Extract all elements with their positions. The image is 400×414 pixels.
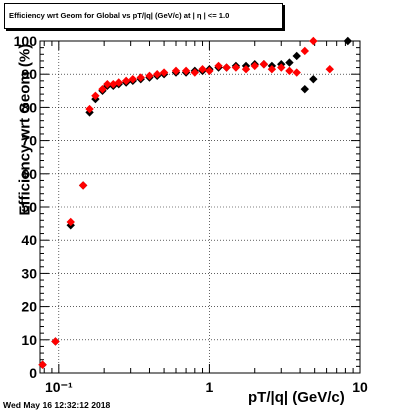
data-point-black: [285, 58, 294, 67]
chart-title: Efficiency wrt Geom for Global vs pT/|q|…: [9, 11, 230, 20]
data-point-red: [136, 73, 145, 82]
data-point-red: [128, 74, 138, 84]
data-point-red: [325, 65, 334, 74]
data-point-black: [292, 51, 301, 61]
data-point-red: [309, 36, 318, 46]
data-point-red: [121, 76, 131, 86]
data-point-red: [222, 63, 231, 72]
data-point-red: [152, 70, 162, 79]
data-point-red: [198, 65, 207, 74]
y-tick-label: 60: [21, 166, 37, 182]
y-tick-label: 10: [21, 332, 37, 348]
data-point-red: [159, 68, 169, 77]
timestamp-footer: Wed May 16 12:32:12 2018: [3, 400, 111, 410]
data-point-red: [66, 217, 75, 227]
y-tick-label: 80: [21, 99, 37, 115]
data-point-red: [109, 79, 118, 89]
y-tick-label: 40: [21, 232, 37, 248]
y-tick-label: 30: [21, 265, 37, 281]
data-point-red: [114, 78, 123, 87]
data-point-red: [78, 181, 88, 190]
y-tick-label: 0: [29, 365, 37, 381]
data-point-red: [38, 360, 47, 369]
x-tick-label: 10: [352, 379, 368, 395]
data-point-red: [85, 104, 94, 114]
data-point-red: [277, 63, 286, 72]
data-point-red: [181, 66, 191, 76]
data-point-red: [205, 66, 214, 76]
x-tick-label: 10⁻¹: [45, 379, 73, 395]
data-point-red: [190, 68, 200, 77]
x-axis-label: pT/|q| (GeV/c): [248, 389, 345, 406]
data-point-black: [309, 74, 318, 84]
y-axis-label: Efficiency wrt Geom (%): [16, 43, 34, 216]
data-point-red: [98, 84, 107, 94]
y-tick-label: 100: [14, 33, 38, 49]
data-point-red: [292, 68, 301, 77]
data-point-red: [259, 60, 269, 69]
data-point-black: [300, 84, 310, 94]
data-point-red: [214, 61, 223, 71]
data-point-red: [285, 66, 294, 76]
x-tick-label: 1: [206, 379, 214, 395]
data-point-red: [231, 63, 241, 72]
data-point-red: [241, 65, 251, 74]
data-point-red: [300, 46, 310, 56]
data-point-red: [250, 61, 259, 71]
y-tick-label: 20: [21, 299, 37, 315]
y-tick-label: 50: [21, 199, 37, 215]
data-point-red: [103, 79, 112, 89]
data-point-black: [343, 36, 353, 46]
y-tick-label: 90: [21, 66, 37, 82]
data-point-red: [91, 91, 100, 100]
data-point-red: [51, 337, 60, 346]
data-point-red: [145, 71, 154, 81]
data-point-red: [267, 65, 277, 74]
y-tick-label: 70: [21, 133, 37, 149]
data-point-red: [171, 66, 181, 76]
chart-title-box: Efficiency wrt Geom for Global vs pT/|q|…: [4, 3, 283, 29]
